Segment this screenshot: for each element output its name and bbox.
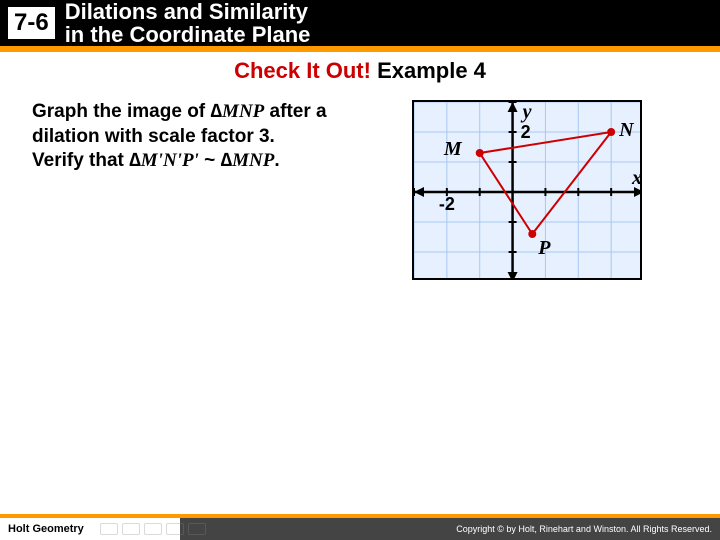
header-bar: 7-6 Dilations and Similarity in the Coor… — [0, 0, 720, 46]
content-area: Graph the image of ∆MNP after a dilation… — [0, 84, 720, 280]
title-line1: Dilations and Similarity — [65, 0, 308, 24]
p-line1: Graph the image of ∆ — [32, 101, 222, 122]
svg-text:N: N — [618, 119, 635, 141]
graph-container: -2 2 x y M N P — [412, 100, 642, 280]
svg-text:M: M — [443, 138, 463, 160]
example-subtitle: Check It Out! Example 4 — [0, 58, 720, 84]
problem-text: Graph the image of ∆MNP after a dilation… — [32, 100, 392, 280]
svg-text:y: y — [521, 101, 532, 123]
p-tri2: M'N'P' — [141, 150, 199, 171]
p-tri1: MNP — [222, 101, 264, 122]
footer: Holt Geometry Copyright © by Holt, Rineh… — [0, 518, 720, 540]
section-title: Dilations and Similarity in the Coordina… — [65, 0, 311, 46]
p-period: . — [274, 150, 279, 171]
footer-brand: Holt Geometry — [8, 523, 84, 535]
section-number-box: 7-6 — [6, 5, 57, 41]
svg-text:P: P — [537, 237, 551, 259]
svg-text:x: x — [631, 167, 642, 189]
svg-text:2: 2 — [521, 122, 531, 142]
p-tri3: MNP — [232, 150, 274, 171]
p-tilde: ~ ∆ — [199, 150, 232, 171]
title-line2: in the Coordinate Plane — [65, 22, 311, 47]
subtitle-black: Example 4 — [371, 58, 486, 83]
footer-decorative-shapes — [100, 523, 206, 535]
coordinate-graph: -2 2 x y M N P — [412, 100, 642, 280]
svg-text:-2: -2 — [439, 194, 455, 214]
footer-copyright: Copyright © by Holt, Rinehart and Winsto… — [456, 524, 712, 534]
p-line3: Verify that ∆ — [32, 150, 141, 171]
subtitle-red: Check It Out! — [234, 58, 371, 83]
